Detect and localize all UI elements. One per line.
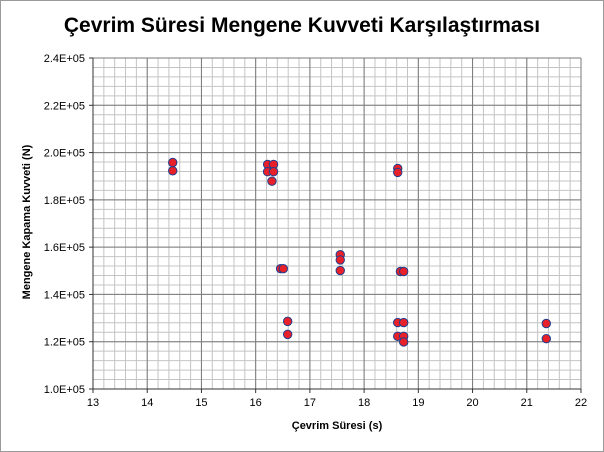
- x-axis-label: Çevrim Süresi (s): [291, 420, 383, 432]
- x-tick-label: 19: [412, 397, 424, 409]
- y-axis-label: Mengene Kapama Kuvveti (N): [21, 144, 33, 300]
- y-tick-label: 2.2E+05: [44, 100, 85, 112]
- y-tick-label: 1.0E+05: [44, 384, 85, 396]
- x-tick-labels: 13 14 15 16 17 18 19 20 21 22: [87, 397, 587, 409]
- y-tick-label: 1.2E+05: [44, 337, 85, 349]
- chart-title: Çevrim Süresi Mengene Kuvveti Karşılaştı…: [63, 14, 541, 37]
- x-tick-label: 14: [141, 397, 153, 409]
- axes: [89, 57, 582, 393]
- x-tick-label: 17: [304, 397, 316, 409]
- data-point: [541, 318, 551, 329]
- x-tick-label: 13: [87, 397, 99, 409]
- data-point: [168, 166, 178, 176]
- data-point: [398, 266, 409, 277]
- x-tick-label: 15: [195, 397, 207, 409]
- data-point: [282, 316, 293, 327]
- data-point: [393, 167, 403, 178]
- data-point: [268, 167, 279, 177]
- y-tick-label: 1.8E+05: [44, 195, 85, 207]
- y-tick-label: 1.6E+05: [44, 242, 85, 254]
- data-point: [278, 263, 289, 274]
- major-gridlines: [92, 57, 582, 390]
- data-point: [267, 176, 277, 186]
- x-tick-label: 22: [575, 397, 587, 409]
- data-point: [541, 333, 551, 344]
- minor-gridlines: [92, 57, 582, 390]
- data-point: [398, 337, 409, 347]
- data-point: [335, 255, 345, 265]
- data-point: [282, 329, 293, 340]
- y-tick-labels: 1.0E+05 1.2E+05 1.4E+05 1.6E+05 1.8E+05 2.0E+…: [44, 53, 85, 396]
- x-tick-label: 16: [250, 397, 262, 409]
- y-tick-label: 2.4E+05: [44, 53, 85, 65]
- y-tick-label: 1.4E+05: [44, 289, 85, 301]
- x-tick-label: 18: [358, 397, 370, 409]
- y-tick-label: 2.0E+05: [44, 148, 85, 160]
- data-points: [168, 157, 551, 347]
- data-point: [335, 265, 345, 276]
- x-tick-label: 21: [521, 397, 533, 409]
- data-point: [168, 157, 178, 168]
- x-tick-label: 20: [466, 397, 478, 409]
- data-point: [398, 317, 409, 328]
